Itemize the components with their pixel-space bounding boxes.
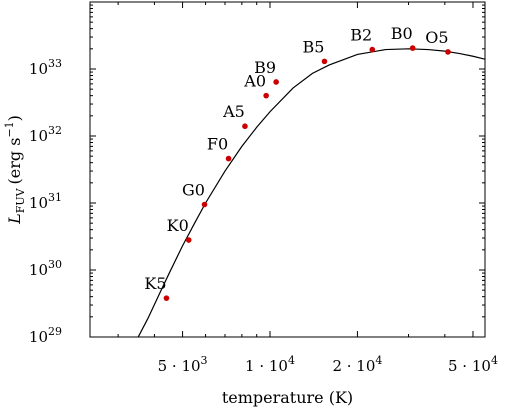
x-tick-label: 5 · 104 — [448, 354, 498, 375]
data-point-b5 — [321, 58, 328, 65]
point-label-k0: K0 — [167, 216, 189, 235]
point-label-b2: B2 — [350, 26, 372, 45]
point-label-k5: K5 — [144, 274, 166, 293]
data-point-a5 — [242, 123, 248, 130]
y-tick-label: 1030 — [29, 258, 62, 279]
x-tick-label: 5 · 103 — [158, 354, 208, 375]
y-tick-label: 1032 — [29, 124, 62, 145]
data-point-g0 — [201, 201, 208, 208]
data-point-b0 — [409, 45, 416, 51]
x-axis-title: temperature (K) — [222, 388, 353, 407]
data-point-a0 — [263, 92, 269, 99]
x-axis: 5 · 103 1 · 104 2 · 104 5 · 104 — [117, 2, 498, 375]
y-axis-title-unit-exponent: −1 — [3, 121, 16, 137]
point-label-a5: A5 — [222, 102, 245, 121]
data-point-k0 — [185, 237, 192, 243]
y-tick-label: 1031 — [29, 191, 62, 212]
y-axis-title-subscript: FUV — [14, 187, 27, 213]
y-axis-title: LFUV (erg s−1) — [3, 115, 27, 225]
y-axis: 1029 1030 1031 1032 1033 — [29, 4, 485, 346]
point-label-b0: B0 — [391, 24, 413, 43]
plot-frame — [89, 1, 486, 338]
point-label-a0: A0 — [243, 72, 266, 91]
data-point-o5 — [445, 49, 451, 55]
model-curve — [137, 48, 485, 337]
point-label-f0: F0 — [207, 135, 228, 154]
data-point-b2 — [369, 46, 376, 53]
y-axis-title-unit-close: ) — [5, 115, 24, 121]
point-label-o5: O5 — [425, 28, 448, 47]
point-label-g0: G0 — [182, 180, 205, 199]
y-axis-title-unit: (erg s — [5, 138, 24, 185]
y-tick-label: 1029 — [29, 325, 62, 346]
x-tick-label: 2 · 104 — [332, 354, 382, 375]
point-label-b5: B5 — [302, 37, 324, 56]
data-point-b9 — [273, 79, 279, 85]
data-point-k5 — [163, 295, 170, 301]
x-tick-label: 1 · 104 — [245, 354, 295, 375]
y-tick-label: 1033 — [29, 57, 62, 78]
y-axis-title-symbol: L — [5, 213, 24, 225]
point-label-b9: B9 — [254, 58, 276, 77]
data-point-f0 — [225, 155, 232, 162]
